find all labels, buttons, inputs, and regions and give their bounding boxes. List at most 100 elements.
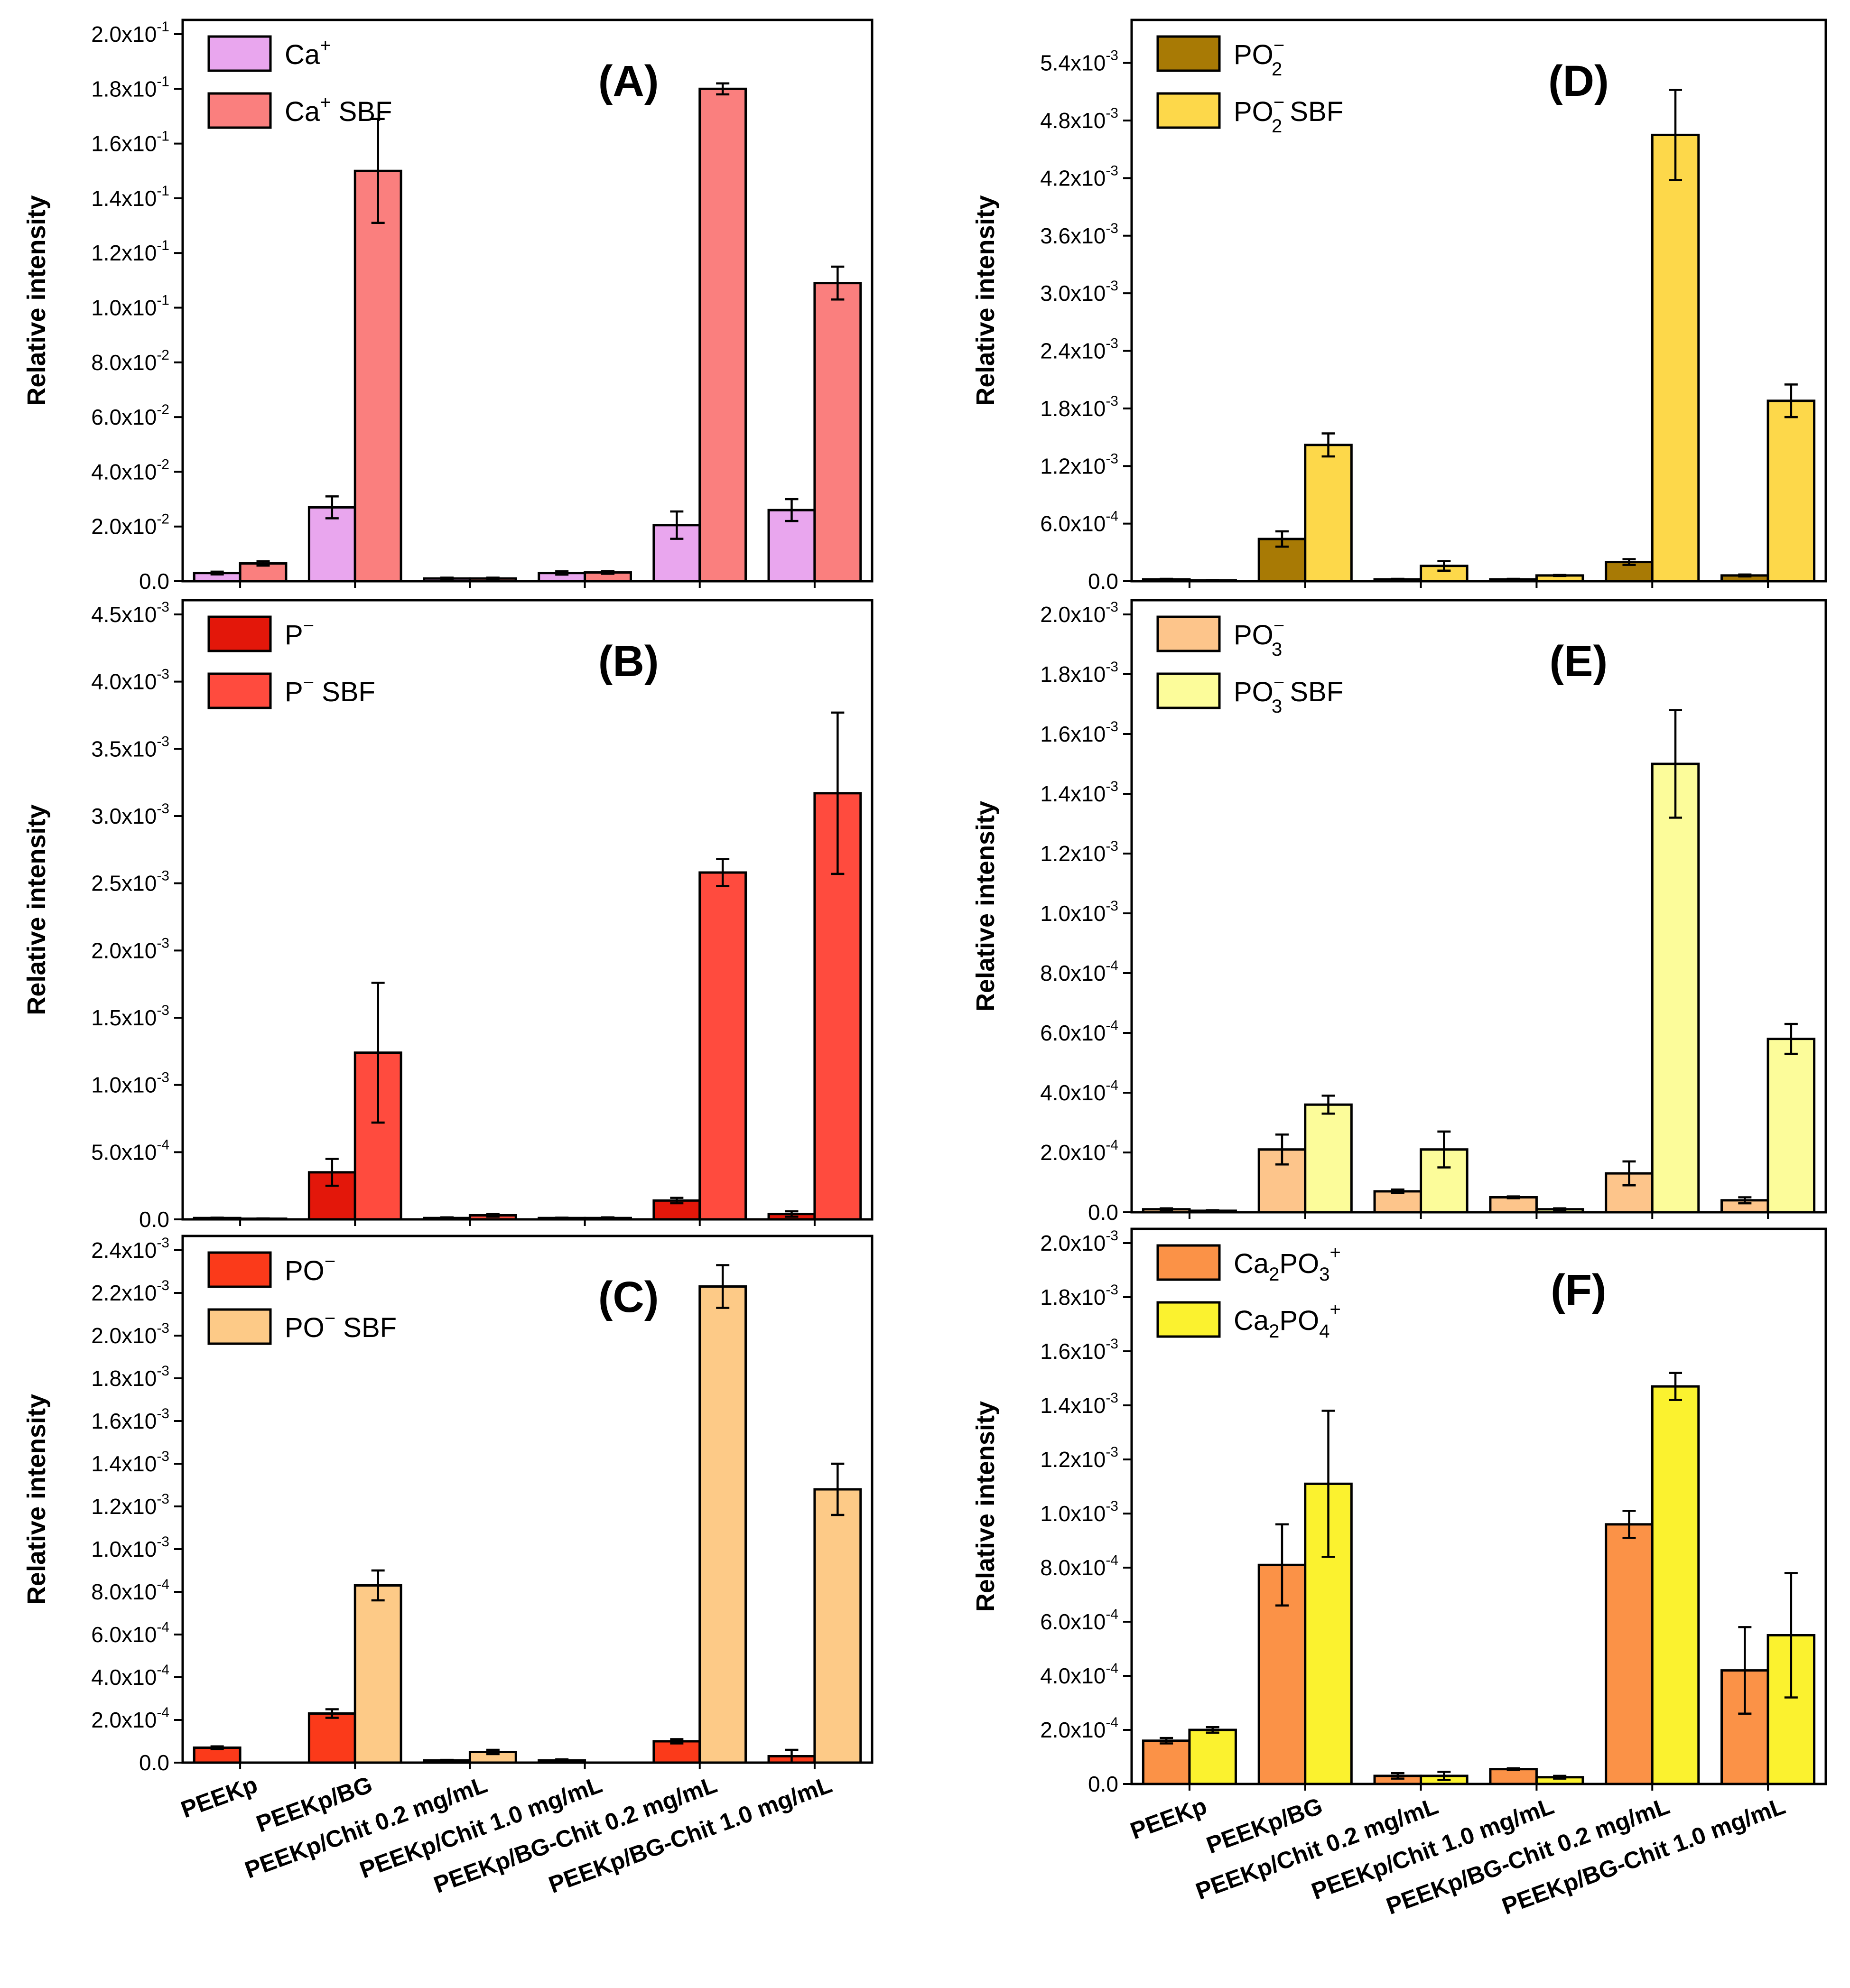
plot-frame	[181, 599, 874, 1221]
y-tick-label: 1.4x10-3	[1040, 779, 1118, 806]
y-tick-label: 4.5x10-3	[91, 599, 169, 627]
legend-swatch	[207, 1308, 272, 1345]
y-tick-label: 2.2x10-3	[91, 1278, 169, 1305]
legend-entry: Ca2PO3+	[1234, 1242, 1341, 1285]
legend-swatch	[207, 1251, 272, 1288]
y-tick-label: 1.2x10-3	[1040, 838, 1118, 866]
y-tick-label: 3.6x10-3	[1040, 221, 1118, 248]
y-tick-label: 4.0x10-4	[1040, 1661, 1118, 1688]
y-tick-label: 8.0x10-4	[91, 1577, 169, 1604]
bar-a-4-1	[698, 87, 747, 583]
legend-swatch	[207, 35, 272, 72]
bar-c-4-1	[698, 1285, 747, 1764]
legend-swatch	[1156, 35, 1221, 72]
legend-swatch	[207, 672, 272, 709]
y-tick-label: 2.0x10-3	[1040, 599, 1118, 627]
legend-swatch	[1156, 672, 1221, 709]
panel-label: (E)	[1550, 637, 1608, 686]
y-tick-label: 1.0x10-3	[91, 1534, 169, 1561]
y-tick-label: 3.5x10-3	[91, 734, 169, 761]
bar-b-1-0	[307, 1171, 356, 1221]
bar-e-4-1	[1651, 762, 1700, 1214]
panel-f: 0.0 2.0x10-4 4.0x10-4 6.0x10-4 8.0x10-4 1.0x1…	[971, 1227, 1827, 1920]
y-tick-label: 2.5x10-3	[91, 868, 169, 896]
plot-frame	[1130, 19, 1827, 583]
legend-entry: P−	[285, 615, 314, 650]
y-tick-label: 0.0	[139, 569, 169, 594]
y-tick-label: 0.0	[1088, 1772, 1118, 1796]
legend-swatch	[1156, 1301, 1221, 1338]
plot-frame	[1130, 599, 1827, 1214]
y-tick-label: 4.2x10-3	[1040, 163, 1118, 190]
bar-a-5-1	[813, 282, 862, 583]
bar-d-4-1	[1651, 133, 1700, 583]
y-tick-label: 1.8x10-1	[91, 74, 169, 101]
panel-label: (B)	[598, 637, 659, 686]
panel-d: 0.0 6.0x10-4 1.2x10-3 1.8x10-3 2.4x10-3 3.0x1…	[971, 19, 1827, 594]
panel-label: (D)	[1548, 57, 1609, 105]
y-tick-label: 2.0x10-4	[1040, 1715, 1118, 1742]
bar-a-1-1	[353, 169, 402, 583]
y-tick-label: 1.5x10-3	[91, 1003, 169, 1030]
bar-b-4-1	[698, 871, 747, 1221]
y-tick-label: 1.0x10-3	[91, 1070, 169, 1097]
y-axis-label: Relative intensity	[971, 1401, 1000, 1612]
y-tick-label: 1.8x10-3	[1040, 659, 1118, 687]
bar-f-4-1	[1651, 1385, 1700, 1785]
panel-c: 0.0 2.0x10-4 4.0x10-4 6.0x10-4 8.0x10-4 1.0x1…	[22, 1235, 874, 1898]
bar-f-3-0	[1489, 1768, 1538, 1785]
bar-e-5-1	[1766, 1038, 1816, 1214]
bar-c-5-1	[813, 1488, 862, 1764]
panel-label: (A)	[598, 57, 659, 105]
panel-label: (C)	[598, 1273, 659, 1321]
legend-swatch	[1156, 1244, 1221, 1281]
y-tick-label: 4.8x10-3	[1040, 105, 1118, 133]
y-tick-label: 4.0x10-3	[91, 667, 169, 694]
y-tick-label: 8.0x10-4	[1040, 958, 1118, 985]
legend-swatch	[207, 92, 272, 129]
y-tick-label: 6.0x10-4	[1040, 1607, 1118, 1634]
plot-frame	[181, 1235, 874, 1764]
bar-c-1-0	[307, 1712, 356, 1764]
y-tick-label: 2.4x10-3	[1040, 336, 1118, 363]
y-tick-label: 1.6x10-3	[91, 1406, 169, 1433]
legend-entry: PO− 3	[1234, 615, 1284, 660]
legend-swatch	[207, 615, 272, 652]
bar-a-1-0	[307, 506, 356, 583]
x-category-label: PEEKp	[1127, 1793, 1210, 1845]
y-tick-label: 1.0x10-1	[91, 293, 169, 320]
y-tick-label: 6.0x10-4	[1040, 1018, 1118, 1045]
y-axis-label: Relative intensity	[22, 1394, 51, 1605]
plot-frame	[1130, 1227, 1827, 1785]
y-tick-label: 4.0x10-4	[91, 1662, 169, 1690]
y-tick-label: 1.8x10-3	[1040, 1282, 1118, 1310]
y-tick-label: 1.6x10-1	[91, 129, 169, 156]
y-tick-label: 1.2x10-3	[91, 1491, 169, 1519]
legend-entry: Ca+	[285, 35, 331, 70]
y-tick-label: 1.2x10-1	[91, 238, 169, 265]
y-tick-label: 4.0x10-4	[1040, 1078, 1118, 1105]
y-tick-label: 2.0x10-1	[91, 19, 169, 46]
y-tick-label: 2.0x10-4	[91, 1705, 169, 1732]
legend-swatch	[1156, 92, 1221, 129]
y-tick-label: 8.0x10-2	[91, 347, 169, 375]
y-tick-label: 1.8x10-3	[1040, 393, 1118, 421]
y-tick-label: 2.0x10-3	[91, 1320, 169, 1348]
y-tick-label: 0.0	[1088, 1200, 1118, 1225]
legend-entry: PO− 2 SBF	[1234, 92, 1343, 137]
legend-entry: PO− 3 SBF	[1234, 672, 1343, 717]
y-tick-label: 1.2x10-3	[1040, 1444, 1118, 1472]
bar-c-1-1	[353, 1584, 402, 1764]
y-tick-label: 5.0x10-4	[91, 1137, 169, 1164]
bar-e-2-0	[1373, 1190, 1422, 1214]
y-tick-label: 0.0	[139, 1750, 169, 1775]
panel-e: 0.0 2.0x10-4 4.0x10-4 6.0x10-4 8.0x10-4 1.0x1…	[971, 599, 1827, 1225]
bar-d-1-1	[1304, 444, 1353, 583]
y-tick-label: 1.4x10-3	[1040, 1390, 1118, 1418]
y-axis-label: Relative intensity	[22, 804, 51, 1015]
legend-entry: PO−	[285, 1251, 335, 1286]
y-tick-label: 1.6x10-3	[1040, 1336, 1118, 1364]
y-tick-label: 6.0x10-4	[91, 1619, 169, 1647]
y-tick-label: 3.0x10-3	[1040, 278, 1118, 306]
